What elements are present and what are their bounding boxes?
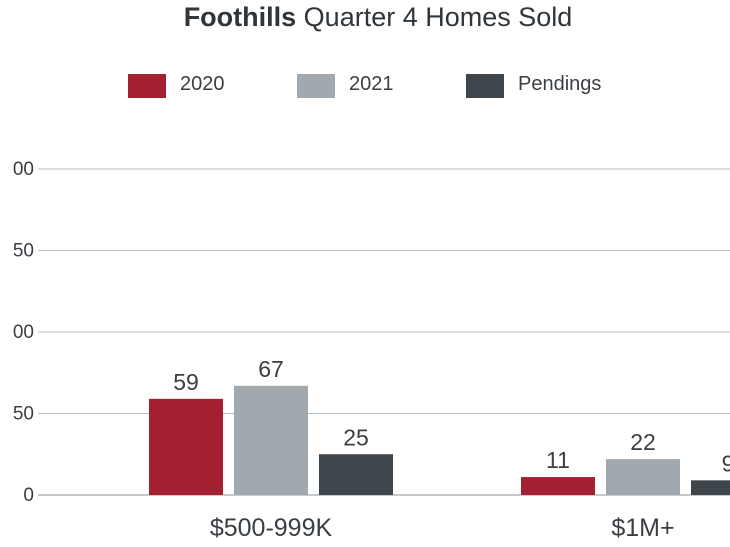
- data-label: 59: [173, 369, 199, 395]
- legend-swatch-2021: [297, 74, 335, 98]
- data-label: 25: [343, 424, 369, 450]
- y-tick-label: 00: [13, 322, 34, 343]
- bar: [234, 385, 308, 495]
- legend-label-pendings: Pendings: [518, 73, 602, 95]
- x-tick-label: $500-999K: [210, 514, 333, 542]
- bar: [521, 477, 595, 495]
- data-label: 67: [258, 356, 284, 382]
- legend-swatch-pendings: [466, 74, 504, 98]
- bar: [319, 454, 393, 495]
- data-label: 9: [722, 450, 730, 476]
- data-label: 11: [546, 447, 570, 473]
- data-label: 22: [630, 429, 656, 455]
- bar: [691, 480, 730, 495]
- legend-label-2021: 2021: [349, 73, 394, 95]
- chart-title-strong: Foothills: [183, 2, 297, 32]
- y-tick-label: 0: [23, 485, 34, 506]
- legend-swatch-2020: [128, 74, 166, 98]
- chart-title-rest: Quarter 4 Homes Sold: [296, 2, 573, 32]
- y-tick-label: 50: [13, 241, 34, 262]
- y-tick-label: 00: [13, 159, 34, 180]
- x-tick-label: $1M+: [611, 514, 674, 542]
- bar: [149, 398, 223, 495]
- bar: [606, 459, 680, 495]
- chart-title: Foothills Quarter 4 Homes Sold: [0, 2, 730, 33]
- legend-label-2020: 2020: [180, 73, 225, 95]
- y-tick-label: 50: [13, 404, 34, 425]
